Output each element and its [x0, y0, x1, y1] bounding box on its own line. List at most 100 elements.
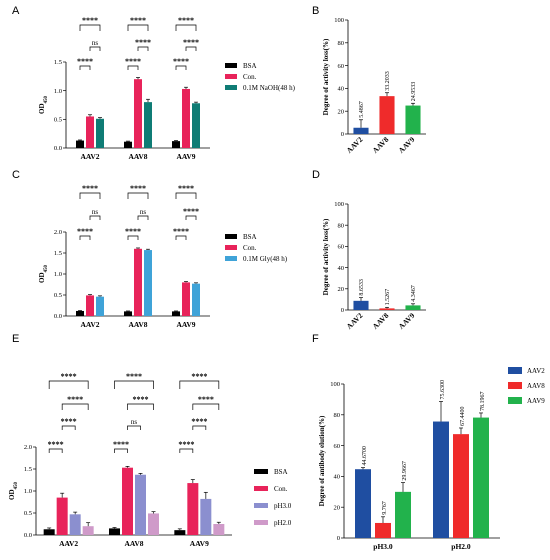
significance-bracket	[175, 24, 197, 31]
significance-label: ns	[92, 208, 99, 216]
data-label: 29.9667	[402, 461, 408, 481]
bar	[135, 474, 146, 535]
bar	[182, 88, 190, 148]
legend-label: pH2.0	[274, 519, 292, 527]
bar	[43, 529, 55, 535]
y-tick-label: 0.0	[24, 532, 32, 539]
y-tick-label: 0.0	[54, 145, 62, 152]
y-axis-title: Degree of antibody elution(%)	[318, 415, 326, 506]
y-tick-label: 80	[338, 222, 345, 229]
significance-label: ****	[135, 38, 151, 47]
legend-swatch	[225, 234, 237, 239]
significance-label: ****	[77, 227, 93, 236]
significance-label: ****	[198, 395, 214, 404]
y-axis-title: Degree of activity loss(%)	[322, 38, 330, 115]
bar	[187, 483, 199, 535]
significance-bracket	[127, 24, 149, 31]
bar	[96, 296, 104, 316]
significance-bracket	[114, 448, 128, 453]
bar	[69, 514, 81, 535]
significance-label: ns	[131, 418, 138, 426]
bar	[134, 248, 142, 316]
chart-f: 0 20 40 60 80 100 Degree of antibody elution(%…	[318, 367, 545, 551]
y-tick-label: 40	[334, 474, 341, 481]
bar	[182, 282, 190, 316]
y-axis-title: OD450	[8, 482, 19, 501]
y-tick-label: 60	[338, 63, 345, 70]
bar	[379, 308, 395, 310]
significance-bracket	[61, 403, 89, 410]
legend-swatch	[254, 503, 268, 508]
significance-label: ****	[178, 16, 194, 25]
data-label: 1.5267	[385, 289, 391, 306]
significance-label: ****	[125, 57, 141, 66]
significance-bracket	[79, 192, 101, 199]
category-label: pH3.0	[373, 542, 393, 551]
significance-bracket	[127, 425, 141, 430]
significance-label: ****	[191, 417, 207, 426]
significance-bracket	[114, 380, 154, 389]
bar	[96, 118, 104, 148]
bar	[192, 283, 200, 316]
legend-swatch	[225, 256, 237, 261]
significance-label: ****	[191, 372, 207, 381]
legend-label: pH3.0	[274, 502, 292, 510]
y-tick-label: 1.0	[54, 271, 62, 278]
panel-label-f: F	[312, 333, 319, 345]
category-label: AAV2	[80, 152, 99, 161]
significance-bracket	[185, 46, 197, 51]
bar	[144, 102, 152, 148]
y-tick-label: 80	[334, 412, 341, 419]
category-label: AAV2	[345, 135, 365, 155]
significance-bracket	[175, 192, 197, 199]
chart-b: 0 20 40 60 80 100 Degree of activity loss(%) 5.…	[322, 17, 426, 155]
bar	[86, 116, 94, 148]
y-tick-label: 80	[338, 40, 345, 47]
significance-label: ****	[173, 57, 189, 66]
bar	[172, 311, 180, 316]
legend-label: BSA	[243, 62, 257, 70]
bar	[405, 105, 421, 134]
legend-swatch	[254, 469, 268, 474]
significance-bracket	[48, 380, 89, 389]
y-tick-label: 20	[338, 108, 345, 115]
category-label: AAV9	[397, 135, 417, 155]
significance-bracket	[127, 192, 149, 199]
data-label: 78.1967	[480, 391, 486, 411]
y-tick-label: 0.5	[54, 117, 62, 124]
bar	[433, 421, 449, 538]
bar	[124, 311, 132, 316]
legend-label: 0.1M NaOH(48 h)	[243, 84, 296, 92]
y-tick-label: 0.5	[54, 292, 62, 299]
bar	[122, 467, 133, 535]
significance-bracket	[175, 65, 187, 70]
category-label: AAV8	[128, 152, 147, 161]
y-tick-label: 60	[334, 443, 341, 450]
y-tick-label: 0	[337, 535, 340, 542]
data-label: 67.4400	[460, 406, 466, 426]
bar	[76, 140, 84, 148]
category-label: AAV9	[397, 311, 417, 331]
y-tick-label: 0	[341, 131, 344, 138]
category-label: AAV8	[124, 539, 143, 548]
y-tick-label: 0	[341, 307, 344, 314]
panel-label-e: E	[12, 333, 19, 345]
legend-label: 0.1M Gly(48 h)	[243, 255, 288, 263]
chart-d: 0 20 40 60 80 100 Degree of activity loss(%) 8.…	[322, 201, 426, 331]
category-label: pH2.0	[451, 542, 471, 551]
significance-label: ****	[183, 207, 199, 216]
y-tick-label: 40	[338, 86, 345, 93]
bar	[172, 141, 180, 148]
bar	[353, 300, 369, 310]
y-tick-label: 20	[334, 504, 341, 511]
y-tick-label: 1.5	[54, 250, 62, 257]
data-label: 9.767	[382, 501, 388, 515]
bar	[200, 498, 212, 535]
bar	[76, 310, 84, 316]
significance-label: ****	[125, 227, 141, 236]
bar	[124, 141, 132, 148]
category-label: AAV2	[345, 311, 365, 331]
y-tick-label: 0.5	[24, 510, 32, 517]
significance-label: ns	[92, 39, 99, 47]
legend-label: BSA	[243, 233, 257, 241]
